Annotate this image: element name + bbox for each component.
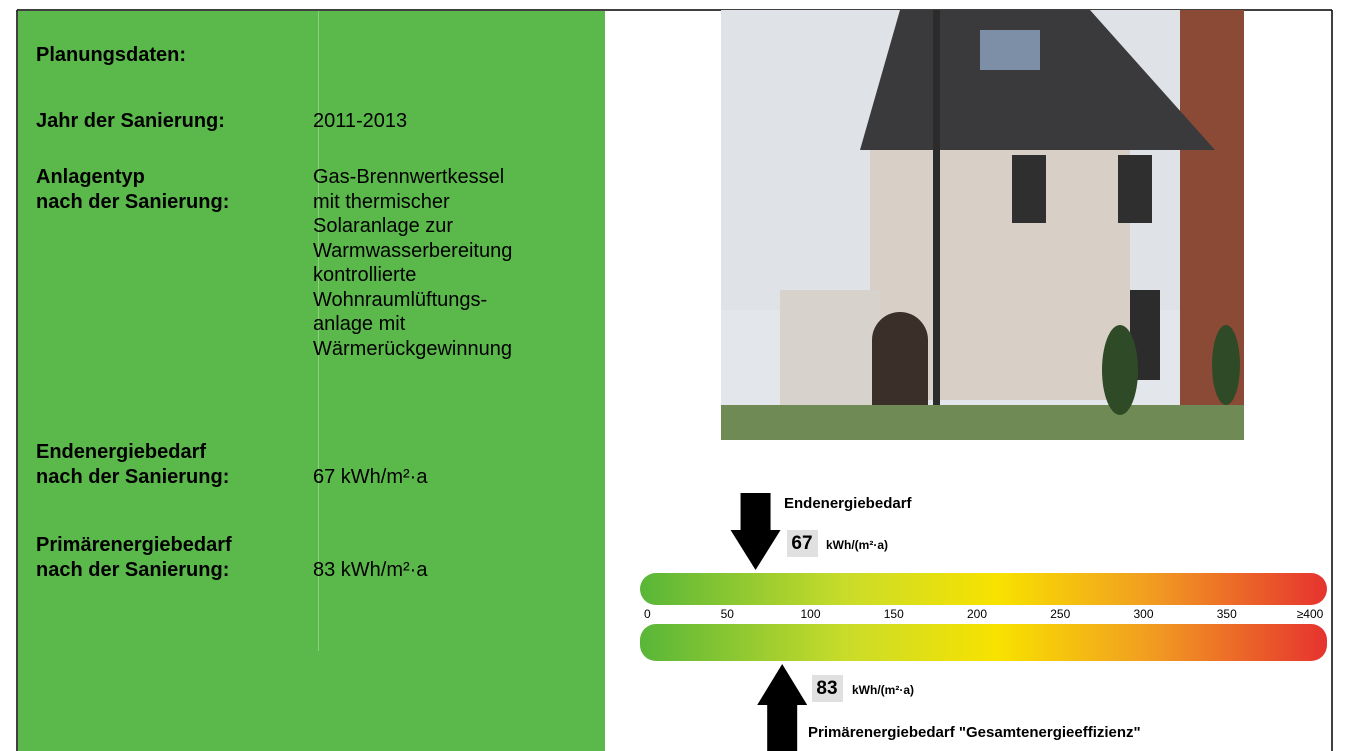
scale-tick-label: 50 (721, 607, 735, 621)
scale-tick-label: ≥400 (1297, 607, 1324, 621)
primary-arrow (757, 664, 807, 751)
primary-title: Primärenergiebedarf "Gesamtenergieeffizi… (808, 724, 1141, 741)
page: Planungsdaten:Jahr der Sanierung:2011-20… (0, 0, 1347, 751)
scale-bar-top (640, 573, 1327, 605)
graphic: Endenergiebedarf Primärenergiebedarf "Ge… (0, 0, 1347, 751)
primary-unit: kWh/(m²·a) (852, 683, 914, 697)
primary-value: 83 (816, 678, 837, 699)
end-value: 67 (791, 533, 812, 554)
end-title: Endenergiebedarf (784, 495, 913, 512)
scale-tick-label: 200 (967, 607, 987, 621)
scale-tick-label: 350 (1217, 607, 1237, 621)
scale-tick-label: 250 (1050, 607, 1070, 621)
scale-tick-label: 0 (644, 607, 651, 621)
house-photo (721, 10, 1244, 440)
scale-bar-bottom (640, 624, 1327, 661)
end-arrow (731, 493, 781, 570)
scale-tick-label: 300 (1133, 607, 1153, 621)
end-unit: kWh/(m²·a) (826, 538, 888, 552)
scale-tick-label: 100 (800, 607, 820, 621)
scale-tick-label: 150 (884, 607, 904, 621)
